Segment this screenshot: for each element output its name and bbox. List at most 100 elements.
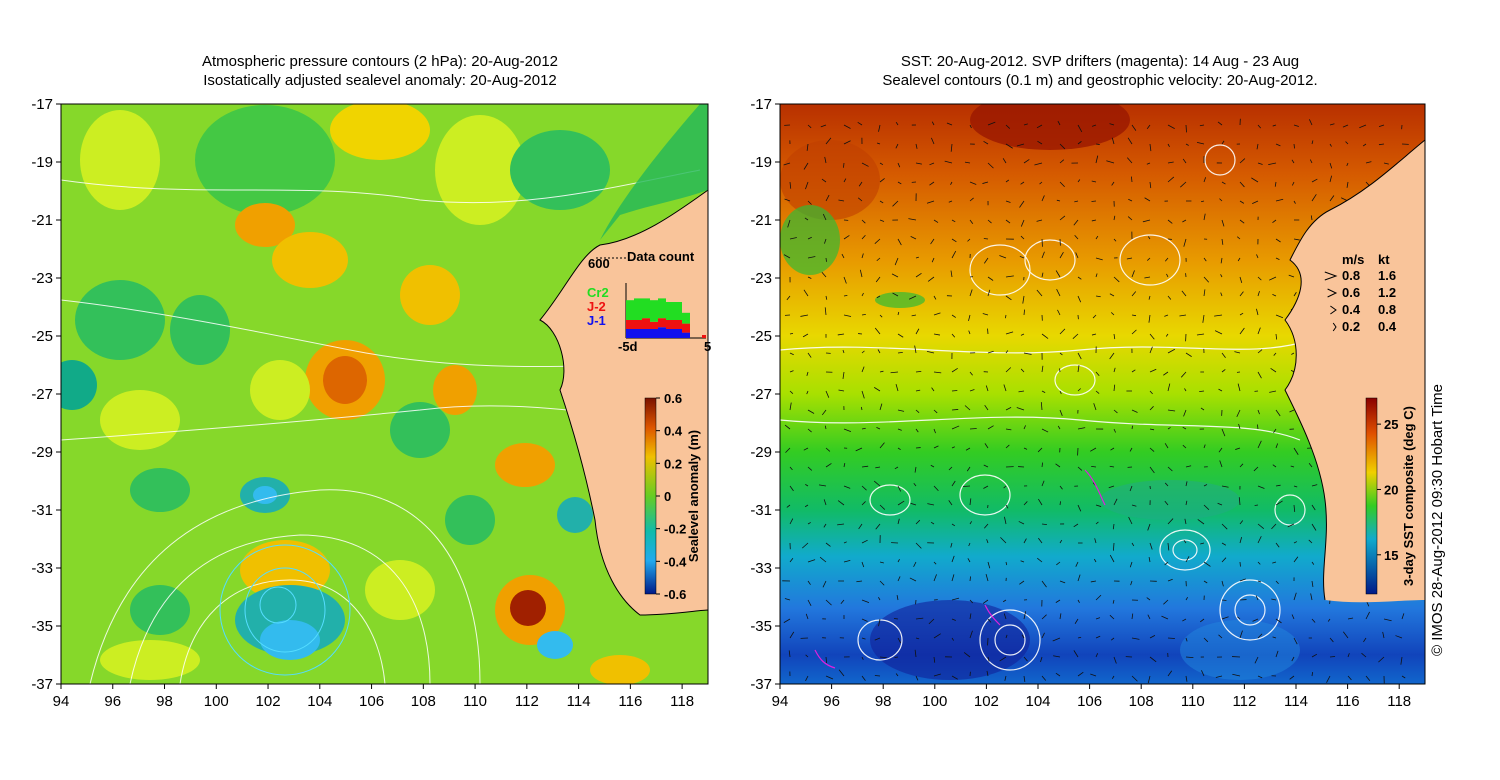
data-count-bar xyxy=(650,321,658,329)
data-count-bars xyxy=(596,257,706,339)
data-count-bar xyxy=(650,329,658,338)
left-axes: 94 96 98 100 102 104 106 108 110 112 114 116 118 -17 -… xyxy=(31,96,694,710)
right-xtick-label: 104 xyxy=(1025,693,1050,710)
left-colorbar: 0.6 0.4 0.2 0 -0.2 -0.4 -0.6 Sealevel anomaly … xyxy=(644,391,701,602)
low-pressure-contours xyxy=(219,544,351,676)
left-ytick-label: -23 xyxy=(31,270,53,287)
velocity-legend-ms: 0.2 xyxy=(1342,319,1360,334)
left-ytick-label: -25 xyxy=(31,328,53,345)
right-xtick-label: 110 xyxy=(1181,693,1205,710)
velocity-legend-kt: 0.4 xyxy=(1378,319,1397,334)
velocity-legend-arrow xyxy=(1327,288,1338,298)
data-count-bar xyxy=(642,298,650,319)
data-count-bar xyxy=(634,320,642,329)
data-count-bar xyxy=(674,320,682,329)
left-title-line2: Isostatically adjusted sealevel anomaly:… xyxy=(203,72,557,89)
left-ytick-label: -35 xyxy=(31,618,53,635)
left-map xyxy=(61,104,708,684)
right-colorbar-tick: 20 xyxy=(1384,482,1398,497)
left-xtick-label: 118 xyxy=(670,693,694,710)
right-colorbar-tick: 15 xyxy=(1384,548,1398,563)
right-ytick-label: -21 xyxy=(750,212,772,229)
left-xtick-label: 98 xyxy=(156,693,173,710)
right-colorbar-tick: 25 xyxy=(1384,417,1398,432)
left-panel-title: Atmospheric pressure contours (2 hPa): 2… xyxy=(150,52,610,90)
left-xtick-label: 110 xyxy=(463,693,487,710)
legend-cr2: Cr2 xyxy=(587,285,609,300)
right-ytick-label: -33 xyxy=(750,560,772,577)
right-map xyxy=(780,104,1425,684)
right-ytick-label: -19 xyxy=(750,154,772,171)
data-count-bar xyxy=(634,298,642,320)
data-count-bar xyxy=(642,318,650,329)
geostrophic-velocity-arrows xyxy=(782,118,1410,684)
data-count-bar xyxy=(666,302,674,320)
velocity-legend-arrow xyxy=(1324,271,1338,281)
left-xtick-label: 96 xyxy=(104,693,121,710)
velocity-legend-ms-header: m/s xyxy=(1342,252,1364,267)
right-xtick-label: 118 xyxy=(1387,693,1411,710)
right-ytick-label: -35 xyxy=(750,618,772,635)
left-xtick-label: 114 xyxy=(567,693,591,710)
legend-j2: J-2 xyxy=(587,299,606,314)
right-ytick-label: -37 xyxy=(750,676,772,693)
australia-landmass xyxy=(540,190,708,615)
left-xtick-label: 116 xyxy=(618,693,642,710)
left-ytick-label: -31 xyxy=(31,502,53,519)
data-count-title: Data count xyxy=(627,249,695,264)
velocity-legend-arrow xyxy=(1330,305,1337,315)
left-colorbar-label: Sealevel anomaly (m) xyxy=(686,430,701,562)
right-title-line1: SST: 20-Aug-2012. SVP drifters (magenta)… xyxy=(900,53,1300,70)
left-xtick-label: 94 xyxy=(53,693,70,710)
data-count-bar xyxy=(682,332,690,338)
left-colorbar-tick: 0 xyxy=(664,489,671,504)
left-ytick-label: -29 xyxy=(31,444,53,461)
velocity-legend-ms: 0.8 xyxy=(1342,268,1360,283)
velocity-legend-arrow xyxy=(1332,322,1337,332)
left-colorbar-ticks: 0.6 0.4 0.2 0 -0.2 -0.4 -0.6 xyxy=(656,391,687,602)
data-count-bar xyxy=(674,302,682,320)
imos-credit: © IMOS 28-Aug-2012 09:30 Hobart Time xyxy=(1429,384,1446,656)
data-count-xtick-right: 5 xyxy=(704,339,711,354)
left-colorbar-tick: 0.4 xyxy=(664,424,683,439)
right-xtick-label: 106 xyxy=(1077,693,1102,710)
left-ytick-label: -37 xyxy=(31,676,53,693)
data-count-bar xyxy=(626,300,634,320)
data-count-bar xyxy=(642,329,650,338)
right-xtick-label: 116 xyxy=(1336,693,1360,710)
left-ytick-label: -21 xyxy=(31,212,53,229)
right-xtick-label: 102 xyxy=(974,693,999,710)
right-title-line2: Sealevel contours (0.1 m) and geostrophi… xyxy=(882,72,1318,89)
left-colorbar-tick: -0.4 xyxy=(664,554,687,569)
velocity-legend-rows: 0.8 1.6 0.6 1.2 0.4 0.8 0.2 0.4 xyxy=(1324,268,1397,334)
right-xtick-label: 108 xyxy=(1129,693,1154,710)
left-ytick-label: -33 xyxy=(31,560,53,577)
right-axes: 94 96 98 100 102 104 106 108 110 112 114 116 118 -17 -… xyxy=(750,96,1411,710)
data-count-bar xyxy=(674,329,682,338)
data-count-bar xyxy=(634,329,642,338)
right-xtick-label: 98 xyxy=(875,693,892,710)
velocity-legend-kt-header: kt xyxy=(1378,252,1390,267)
right-panel-title: SST: 20-Aug-2012. SVP drifters (magenta)… xyxy=(790,52,1410,90)
right-xtick-label: 94 xyxy=(772,693,789,710)
right-xtick-label: 96 xyxy=(823,693,840,710)
velocity-legend-kt: 1.2 xyxy=(1378,285,1396,300)
sealevel-contours xyxy=(780,144,1311,671)
data-count-max-label: 600 xyxy=(588,256,610,271)
data-count-xtick-left: -5d xyxy=(618,339,638,354)
right-xtick-label: 112 xyxy=(1232,693,1256,710)
data-count-bar xyxy=(626,320,634,329)
data-count-bar xyxy=(666,320,674,329)
right-colorbar: 25 20 15 3-day SST composite (deg C) xyxy=(1365,397,1416,595)
left-xtick-label: 104 xyxy=(307,693,332,710)
right-colorbar-label: 3-day SST composite (deg C) xyxy=(1401,406,1416,586)
velocity-legend-kt: 0.8 xyxy=(1378,302,1396,317)
right-ytick-label: -31 xyxy=(750,502,772,519)
right-ytick-label: -17 xyxy=(750,96,772,113)
velocity-legend-ms: 0.4 xyxy=(1342,302,1361,317)
left-title-line1: Atmospheric pressure contours (2 hPa): 2… xyxy=(201,53,558,70)
data-count-bar xyxy=(626,329,634,338)
svp-drifter-tracks xyxy=(814,469,1106,669)
legend-j1: J-1 xyxy=(587,313,606,328)
